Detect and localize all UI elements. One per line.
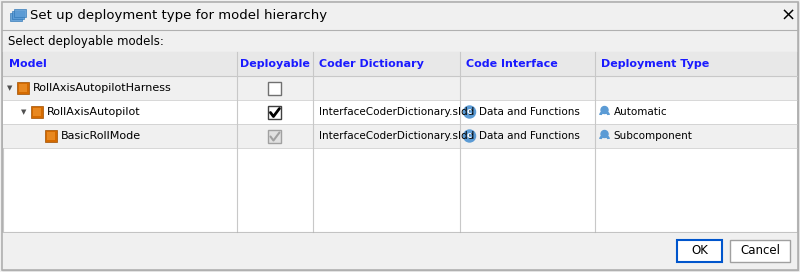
Text: Data and Functions: Data and Functions — [478, 131, 579, 141]
Bar — [45, 130, 57, 142]
Bar — [3, 52, 797, 232]
Bar — [47, 132, 55, 140]
Bar — [12, 11, 24, 19]
Bar — [269, 82, 282, 94]
Text: InterfaceCoderDictionary.sldd: InterfaceCoderDictionary.sldd — [318, 107, 474, 117]
Circle shape — [601, 107, 608, 113]
Bar — [3, 124, 797, 148]
Text: OK: OK — [691, 245, 708, 258]
Bar — [3, 100, 797, 124]
Bar — [3, 52, 797, 76]
Text: Cancel: Cancel — [740, 245, 780, 258]
Text: Deployable: Deployable — [240, 59, 310, 69]
Bar — [10, 13, 22, 21]
Bar — [14, 9, 26, 17]
Text: Coder Dictionary: Coder Dictionary — [318, 59, 423, 69]
Text: ×: × — [781, 7, 795, 25]
Bar — [2, 30, 798, 52]
Bar — [677, 240, 722, 262]
Text: ▼: ▼ — [7, 85, 12, 91]
Text: InterfaceCoderDictionary.sldd: InterfaceCoderDictionary.sldd — [318, 131, 474, 141]
Text: BasicRollMode: BasicRollMode — [61, 131, 141, 141]
Text: Automatic: Automatic — [614, 107, 667, 117]
Circle shape — [463, 106, 475, 118]
Text: ▼: ▼ — [21, 109, 26, 115]
Circle shape — [463, 130, 475, 142]
Circle shape — [601, 131, 608, 138]
Bar — [3, 76, 797, 100]
Text: Model: Model — [9, 59, 46, 69]
Text: Set up deployment type for model hierarchy: Set up deployment type for model hierarc… — [30, 10, 327, 23]
Text: Code Interface: Code Interface — [466, 59, 558, 69]
Bar — [33, 108, 41, 116]
Text: Data and Functions: Data and Functions — [478, 107, 579, 117]
Bar — [730, 240, 790, 262]
Text: c: c — [467, 131, 472, 141]
Bar — [19, 84, 27, 92]
Bar — [2, 2, 798, 30]
Text: Select deployable models:: Select deployable models: — [8, 35, 164, 48]
Bar — [269, 106, 282, 119]
Bar — [2, 232, 798, 270]
Text: RollAxisAutopilot: RollAxisAutopilot — [47, 107, 141, 117]
Bar — [31, 106, 43, 118]
Text: RollAxisAutopilotHarness: RollAxisAutopilotHarness — [33, 83, 172, 93]
Text: Deployment Type: Deployment Type — [601, 59, 709, 69]
Bar — [269, 129, 282, 143]
Text: Subcomponent: Subcomponent — [614, 131, 693, 141]
Bar — [17, 82, 29, 94]
Text: c: c — [467, 107, 472, 116]
